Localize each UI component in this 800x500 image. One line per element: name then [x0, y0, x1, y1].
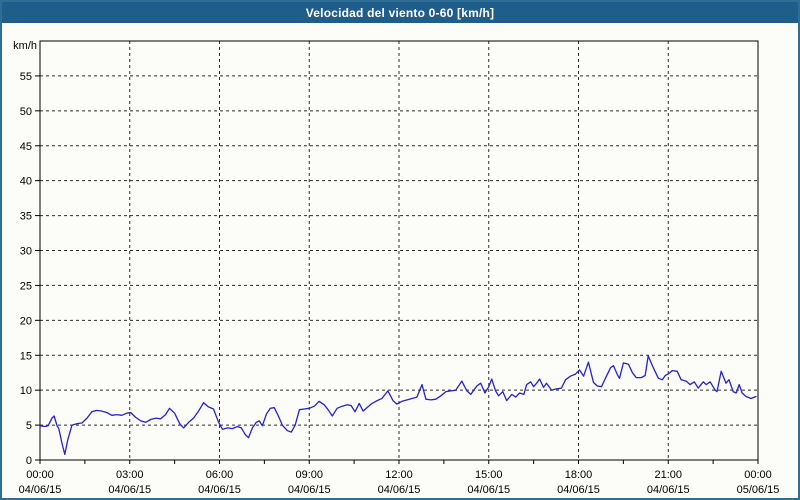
- y-tick-label: 45: [20, 141, 32, 153]
- y-tick-label: 40: [20, 176, 32, 188]
- chart-svg: 0 5 10 15 20 25 30 35 40 45 50 55 00:00 04/06/15 03:00…: [13, 40, 780, 496]
- x-tick-time-label: 00:00: [744, 469, 772, 481]
- x-tick-time-label: 15:00: [475, 469, 503, 481]
- y-tick-label: 55: [20, 71, 32, 83]
- x-tick-date-label: 04/06/15: [647, 484, 690, 496]
- x-tick-time-label: 09:00: [295, 469, 323, 481]
- y-tick-label: 5: [26, 420, 32, 432]
- y-tick-label: 10: [20, 385, 32, 397]
- x-tick-date-label: 04/06/15: [198, 484, 241, 496]
- x-tick-date-label: 04/06/15: [467, 484, 510, 496]
- x-tick-date-label: 05/06/15: [737, 484, 780, 496]
- x-tick-date-label: 04/06/15: [378, 484, 421, 496]
- x-tick-time-label: 00:00: [26, 469, 54, 481]
- x-tick-date-label: 04/06/15: [288, 484, 331, 496]
- chart-title: Velocidad del viento 0-60 [km/h]: [305, 5, 495, 20]
- y-tick-label: 20: [20, 315, 32, 327]
- y-tick-label: 30: [20, 246, 32, 258]
- y-tick-label: 50: [20, 106, 32, 118]
- x-tick-time-label: 12:00: [385, 469, 413, 481]
- x-tick-date-label: 04/06/15: [19, 484, 62, 496]
- x-tick-time-label: 06:00: [206, 469, 234, 481]
- chart-area: 0 5 10 15 20 25 30 35 40 45 50 55 00:00 04/06/15 03:00…: [2, 23, 798, 498]
- title-bar: Velocidad del viento 0-60 [km/h]: [2, 2, 798, 23]
- x-tick-time-label: 18:00: [565, 469, 593, 481]
- y-axis-unit-label: km/h: [13, 40, 37, 52]
- y-tick-label: 25: [20, 280, 32, 292]
- x-tick-date-label: 04/06/15: [557, 484, 600, 496]
- x-tick-time-label: 03:00: [116, 469, 144, 481]
- plot-frame: [39, 40, 759, 461]
- y-tick-label: 0: [26, 455, 32, 467]
- y-tick-label: 35: [20, 211, 32, 223]
- y-tick-label: 15: [20, 350, 32, 362]
- x-tick-time-label: 21:00: [654, 469, 682, 481]
- wind-speed-line: [39, 355, 757, 456]
- x-tick-date-label: 04/06/15: [108, 484, 151, 496]
